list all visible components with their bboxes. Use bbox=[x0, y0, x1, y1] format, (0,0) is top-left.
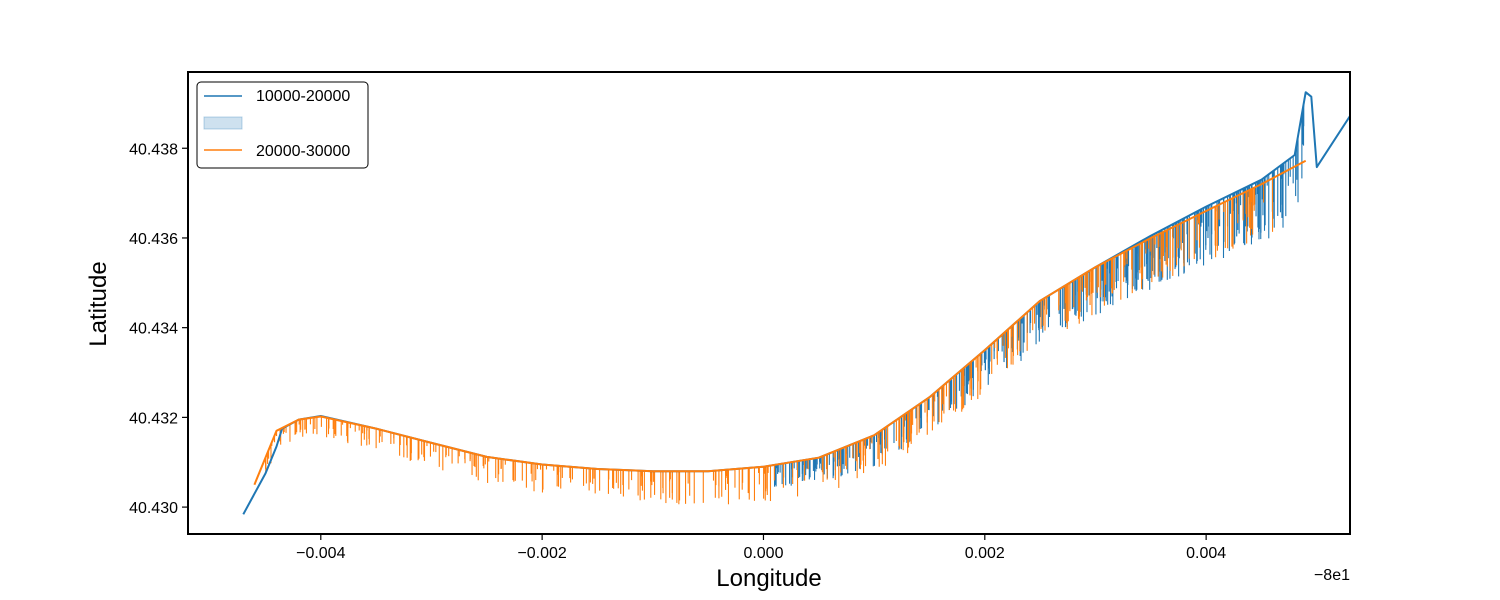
series-layer bbox=[242, 91, 1350, 515]
plot-area-frame bbox=[187, 71, 1351, 535]
y-tick-label: 40.436 bbox=[129, 231, 178, 248]
x-tick-label: 0.002 bbox=[965, 545, 1005, 562]
x-axis-offset-label: −8e1 bbox=[1314, 567, 1350, 584]
y-axis: 40.430 40.432 40.434 40.436 40.438 bbox=[129, 141, 188, 517]
series-line-20000-30000 bbox=[253, 159, 1307, 486]
y-axis-title: Latitude bbox=[85, 261, 112, 346]
y-tick-label: 40.432 bbox=[129, 410, 178, 427]
legend-label-10000-20000: 10000-20000 bbox=[256, 88, 350, 105]
y-tick-label: 40.438 bbox=[129, 141, 178, 158]
legend-box bbox=[196, 81, 369, 169]
x-tick-label: 0.000 bbox=[743, 545, 783, 562]
x-tick-label: −0.004 bbox=[296, 545, 345, 562]
x-axis: −0.004 −0.002 0.000 0.002 0.004 bbox=[296, 534, 1226, 562]
legend-label-20000-30000: 20000-30000 bbox=[256, 143, 350, 160]
legend-swatch-band bbox=[203, 116, 243, 130]
y-tick-label: 40.434 bbox=[129, 321, 178, 338]
x-axis-title: Longitude bbox=[716, 565, 821, 592]
x-tick-label: −0.002 bbox=[517, 545, 566, 562]
y-tick-label: 40.430 bbox=[129, 500, 178, 517]
x-tick-label: 0.004 bbox=[1186, 545, 1226, 562]
spikes-layer bbox=[265, 103, 1305, 505]
legend[interactable]: 10000-20000 20000-30000 bbox=[196, 81, 369, 169]
